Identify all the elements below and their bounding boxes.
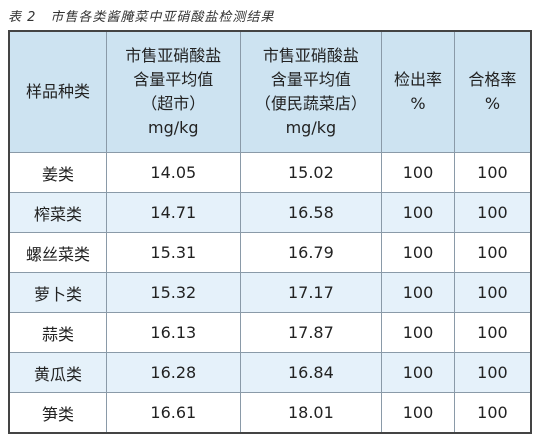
data-cell: 16.58 xyxy=(239,192,383,233)
header-line: 含量平均值 xyxy=(133,70,214,89)
table-row: 榨菜类 14.71 16.58 100 100 xyxy=(8,192,532,233)
header-cell: 市售亚硝酸盐 含量平均值 （便民蔬菜店） mg/kg xyxy=(239,30,383,153)
table-body: 姜类 14.05 15.02 100 100 榨菜类 14.71 16.58 100 100 螺丝菜… xyxy=(8,152,532,434)
data-cell: 100 xyxy=(453,232,532,273)
row-label: 笋类 xyxy=(8,392,108,434)
data-cell: 14.05 xyxy=(106,152,241,193)
data-cell: 16.84 xyxy=(239,352,383,393)
row-label: 蒜类 xyxy=(8,312,108,353)
data-cell: 100 xyxy=(381,312,455,353)
data-cell: 100 xyxy=(381,352,455,393)
data-cell: 17.87 xyxy=(239,312,383,353)
data-cell: 100 xyxy=(453,312,532,353)
data-cell: 14.71 xyxy=(106,192,241,233)
data-cell: 17.17 xyxy=(239,272,383,313)
header-line: 检出率 xyxy=(394,70,443,89)
data-cell: 100 xyxy=(453,352,532,393)
header-cell: 样品种类 xyxy=(8,30,108,153)
data-cell: 100 xyxy=(381,272,455,313)
header-line: （超市） xyxy=(141,94,206,113)
data-cell: 16.79 xyxy=(239,232,383,273)
data-cell: 16.61 xyxy=(106,392,241,434)
data-cell: 16.13 xyxy=(106,312,241,353)
header-row: 样品种类 市售亚硝酸盐 含量平均值 （超市） mg/kg 市售亚硝酸盐 含量平均值 （便民蔬菜… xyxy=(8,30,532,153)
data-cell: 16.28 xyxy=(106,352,241,393)
table-row: 黄瓜类 16.28 16.84 100 100 xyxy=(8,352,532,393)
data-cell: 18.01 xyxy=(239,392,383,434)
row-label: 螺丝菜类 xyxy=(8,232,108,273)
table-row: 笋类 16.61 18.01 100 100 xyxy=(8,392,532,434)
data-table: 样品种类 市售亚硝酸盐 含量平均值 （超市） mg/kg 市售亚硝酸盐 含量平均值 （便民蔬菜… xyxy=(8,30,532,434)
header-line: % xyxy=(410,94,426,113)
data-cell: 15.31 xyxy=(106,232,241,273)
data-cell: 100 xyxy=(453,392,532,434)
header-line: % xyxy=(484,94,501,113)
data-cell: 100 xyxy=(453,272,532,313)
header-line: 市售亚硝酸盐 xyxy=(262,46,359,65)
header-line: mg/kg xyxy=(285,118,337,137)
row-label: 榨菜类 xyxy=(8,192,108,233)
row-label: 萝卜类 xyxy=(8,272,108,313)
table-row: 螺丝菜类 15.31 16.79 100 100 xyxy=(8,232,532,273)
header-line: 合格率 xyxy=(468,70,517,89)
data-cell: 100 xyxy=(381,232,455,273)
table-row: 萝卜类 15.32 17.17 100 100 xyxy=(8,272,532,313)
header-line: 含量平均值 xyxy=(270,70,351,89)
header-line: 样品种类 xyxy=(26,82,91,101)
row-label: 姜类 xyxy=(8,152,108,193)
data-cell: 100 xyxy=(381,392,455,434)
row-label: 黄瓜类 xyxy=(8,352,108,393)
data-cell: 100 xyxy=(453,192,532,233)
data-cell: 100 xyxy=(453,152,532,193)
data-cell: 100 xyxy=(381,192,455,233)
data-cell: 15.02 xyxy=(239,152,383,193)
header-cell: 市售亚硝酸盐 含量平均值 （超市） mg/kg xyxy=(106,30,241,153)
header-line: （便民蔬菜店） xyxy=(254,94,367,113)
header-line: mg/kg xyxy=(148,118,199,137)
table-row: 蒜类 16.13 17.87 100 100 xyxy=(8,312,532,353)
header-line: 市售亚硝酸盐 xyxy=(125,46,222,65)
data-cell: 15.32 xyxy=(106,272,241,313)
header-cell: 检出率% xyxy=(381,30,455,153)
table-row: 姜类 14.05 15.02 100 100 xyxy=(8,152,532,193)
table-caption: 表 2 市售各类酱腌菜中亚硝酸盐检测结果 xyxy=(8,10,275,25)
data-cell: 100 xyxy=(381,152,455,193)
header-cell: 合格率% xyxy=(453,30,532,153)
